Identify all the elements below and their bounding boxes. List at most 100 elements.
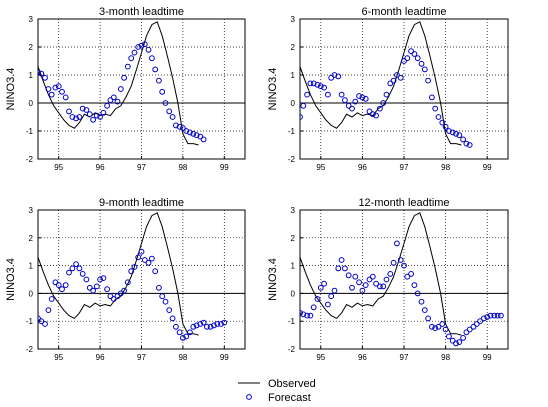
forecast-point [456, 132, 463, 139]
forecast-point [377, 105, 383, 112]
forecast-point [138, 248, 145, 255]
y-tick-label: 1 [291, 262, 296, 271]
forecast-point [73, 261, 79, 268]
forecast-point [359, 94, 366, 101]
x-tick-label: 97 [400, 353, 409, 362]
forecast-point [425, 315, 432, 322]
forecast-point [439, 119, 446, 126]
forecast-point [73, 115, 79, 122]
forecast-point [421, 307, 428, 314]
forecast-point [169, 114, 176, 120]
forecast-point [390, 77, 397, 84]
panels: 95 96 97 98 99 -2 -1 0 1 2 3 3-month leadtime NINO3.… [5, 6, 509, 362]
forecast-point [456, 339, 463, 346]
forecast-point [114, 293, 121, 300]
forecast-point [131, 49, 138, 56]
forecast-point [135, 44, 142, 50]
forecast-point [404, 273, 411, 280]
forecast-point [183, 128, 190, 134]
forecast-point [124, 279, 131, 286]
forecast-point [310, 80, 317, 87]
forecast-point [162, 100, 169, 106]
y-tick-label: 3 [29, 15, 34, 24]
x-tick-label: 95 [54, 353, 63, 362]
y-tick-label: -1 [288, 127, 296, 136]
y-tick-label: -1 [26, 317, 34, 326]
forecast-point [135, 254, 142, 261]
forecast-point [356, 279, 363, 286]
forecast-point [86, 284, 93, 291]
forecast-point [328, 293, 335, 300]
forecast-point [159, 88, 166, 95]
forecast-point [110, 296, 117, 302]
forecast-point [221, 319, 228, 326]
forecast-point [429, 94, 435, 101]
forecast-point [48, 91, 55, 98]
forecast-point [45, 307, 52, 314]
observed-line [38, 212, 199, 336]
panel-title: 9-month leadtime [99, 197, 184, 209]
forecast-point [317, 83, 324, 90]
forecast-point [83, 107, 90, 113]
forecast-point [180, 125, 186, 132]
y-tick-label: 2 [29, 234, 34, 243]
forecast-point [38, 315, 41, 322]
forecast-point [187, 129, 193, 136]
y-tick-label: 0 [29, 99, 34, 108]
forecast-point [325, 301, 331, 308]
legend-forecast-marker [246, 394, 252, 400]
forecast-point [356, 93, 363, 99]
forecast-point [76, 265, 83, 272]
forecast-point [335, 73, 342, 80]
forecast-point [38, 69, 41, 76]
forecast-point [352, 98, 359, 105]
forecast-point [345, 102, 352, 109]
y-tick-label: 1 [29, 71, 34, 80]
forecast-point [114, 98, 121, 105]
forecast-point [484, 314, 491, 320]
forecast-point [100, 275, 107, 282]
forecast-point [442, 123, 449, 130]
forecast-point [97, 114, 103, 120]
x-tick-label: 96 [96, 353, 105, 362]
y-tick-label: -2 [26, 155, 34, 164]
forecast-point [48, 296, 55, 302]
forecast-point [411, 51, 418, 57]
forecast-point [349, 105, 355, 112]
data-layer [38, 212, 228, 341]
forecast-point [300, 102, 307, 109]
forecast-point [38, 70, 45, 77]
forecast-point [362, 95, 369, 102]
forecast-point [124, 63, 131, 70]
y-tick-label: 1 [29, 262, 34, 271]
forecast-point [439, 321, 446, 327]
y-tick-label: 0 [291, 99, 296, 108]
panel-title: 6-month leadtime [362, 6, 447, 18]
y-tick-label: 2 [291, 43, 296, 52]
x-tick-label: 99 [220, 353, 229, 362]
x-tick-label: 97 [137, 163, 146, 172]
forecast-point [314, 81, 321, 88]
forecast-point [442, 326, 449, 333]
forecast-point [449, 129, 456, 136]
y-axis-label: NINO3.4 [267, 68, 279, 111]
forecast-point [408, 271, 415, 277]
forecast-point [369, 273, 376, 280]
y-axis-label: NINO3.4 [267, 258, 279, 301]
forecast-point [494, 312, 501, 319]
forecast-point [429, 323, 435, 330]
forecast-point [397, 257, 404, 263]
forecast-point [377, 283, 383, 290]
forecast-point [359, 287, 366, 294]
x-tick-label: 95 [54, 163, 63, 172]
x-tick-label: 95 [316, 353, 325, 362]
forecast-point [310, 304, 317, 311]
forecast-point [345, 272, 352, 279]
forecast-point [453, 340, 459, 347]
forecast-point [138, 42, 145, 49]
forecast-point [338, 91, 345, 98]
forecast-point [152, 268, 159, 275]
forecast-point [141, 257, 148, 263]
forecast-point [69, 265, 76, 272]
panel-3: 95 96 97 98 99 -2 -1 0 1 2 3 9-month leadtime NINO3.… [5, 197, 246, 362]
